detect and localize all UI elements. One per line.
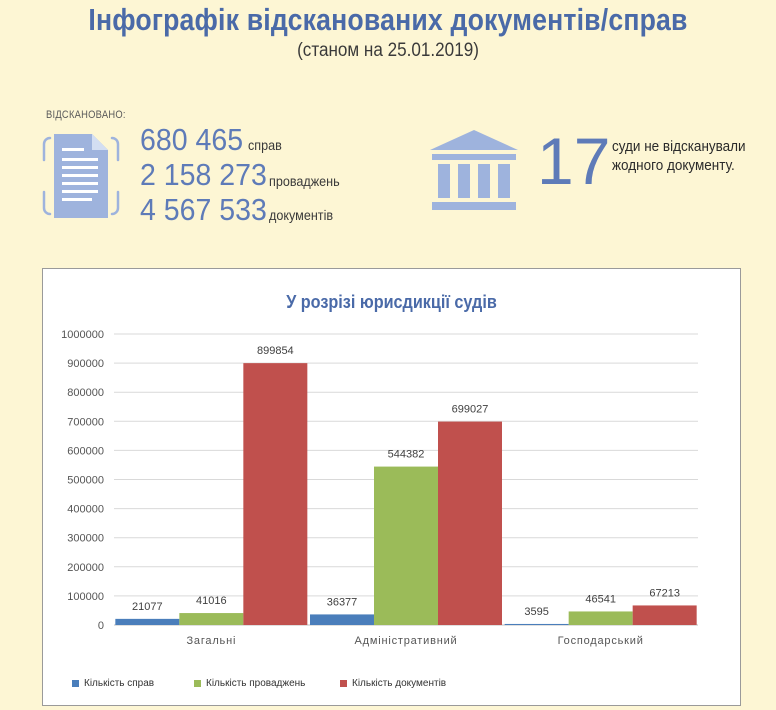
data-label: 21077 xyxy=(132,601,163,613)
y-tick-label: 400000 xyxy=(67,504,104,516)
legend-label: Кількість справ xyxy=(84,678,155,689)
courts-text-line1: суди не відсканували xyxy=(612,138,746,155)
legend-item-proceedings: Кількість проваджень xyxy=(194,678,305,689)
page-title: Інфографік відсканованих документів/спра… xyxy=(88,2,688,37)
chart-title: У розрізі юрисдикції судів xyxy=(286,292,497,312)
bar xyxy=(438,421,502,625)
y-tick-label: 800000 xyxy=(67,387,104,399)
data-label: 36377 xyxy=(327,596,358,608)
data-label: 3595 xyxy=(524,606,548,618)
y-tick-label: 300000 xyxy=(67,533,104,545)
bar xyxy=(243,363,308,625)
stat-documents-value: 4 567 533 xyxy=(140,192,267,227)
bar xyxy=(310,614,374,625)
y-tick-label: 200000 xyxy=(67,562,104,574)
stat-documents-unit: документів xyxy=(269,207,334,223)
data-label: 67213 xyxy=(649,587,680,599)
bar xyxy=(568,611,633,625)
legend-swatch xyxy=(340,680,347,687)
x-tick-label: Господарський xyxy=(558,635,644,647)
legend-label: Кількість проваджень xyxy=(206,678,306,689)
legend-swatch xyxy=(194,680,201,687)
stat-cases-unit: справ xyxy=(248,137,282,153)
courthouse-icon xyxy=(430,130,518,210)
bar xyxy=(374,466,438,625)
legend-item-documents: Кількість документів xyxy=(340,678,446,689)
document-icon xyxy=(42,134,120,218)
legend-item-cases: Кількість справ xyxy=(72,678,154,689)
courts-text: суди не відсканували жодного документу. xyxy=(612,137,747,175)
courts-count: 17 xyxy=(537,124,611,198)
bar xyxy=(179,613,244,625)
data-label: 41016 xyxy=(196,595,227,607)
data-label: 899854 xyxy=(257,345,294,357)
data-label: 544382 xyxy=(388,449,425,461)
stat-proceedings-value: 2 158 273 xyxy=(140,157,267,192)
y-tick-label: 0 xyxy=(98,620,104,632)
stat-proceedings-unit: проваджень xyxy=(269,173,340,189)
scanned-label: ВІДСКАНОВАНО: xyxy=(46,109,126,121)
data-label: 699027 xyxy=(452,404,489,416)
legend-swatch xyxy=(72,680,79,687)
legend-label: Кількість документів xyxy=(352,678,447,689)
bar xyxy=(115,618,180,625)
x-tick-label: Загальні xyxy=(186,635,236,647)
y-tick-label: 100000 xyxy=(67,591,104,603)
bar xyxy=(632,605,697,625)
y-tick-label: 1000000 xyxy=(61,329,104,341)
x-tick-label: Адміністративний xyxy=(354,635,457,647)
y-tick-label: 600000 xyxy=(67,445,104,457)
y-tick-label: 700000 xyxy=(67,416,104,428)
y-tick-label: 900000 xyxy=(67,358,104,370)
courts-text-line2: жодного документу. xyxy=(612,157,735,174)
data-label: 46541 xyxy=(585,593,616,605)
stat-cases-value: 680 465 xyxy=(140,122,244,157)
bar xyxy=(504,623,569,625)
y-tick-label: 500000 xyxy=(67,475,104,487)
page-subtitle: (станом на 25.01.2019) xyxy=(297,40,479,61)
